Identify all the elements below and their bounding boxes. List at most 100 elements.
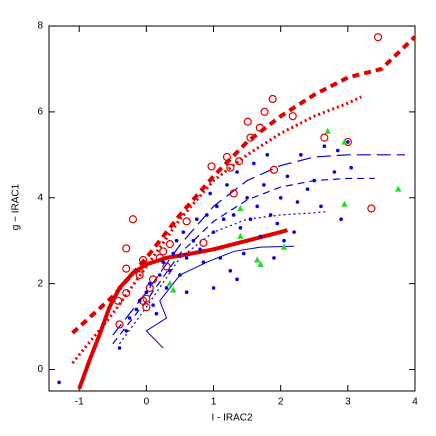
open-circle: [122, 244, 131, 253]
open-circle: [182, 217, 191, 226]
dot: [255, 204, 259, 209]
triangle: [257, 260, 264, 267]
triangle: [280, 243, 288, 250]
dot: [158, 273, 162, 277]
dot: [201, 260, 206, 264]
open-circle: [234, 157, 244, 166]
dot: [235, 277, 239, 282]
dot: [319, 204, 323, 209]
open-circle: [162, 262, 171, 271]
open-circle: [255, 123, 264, 132]
dot: [252, 161, 256, 166]
dot: [275, 221, 280, 226]
dot: [168, 268, 172, 273]
dot: [292, 230, 296, 234]
open-circle: [367, 204, 376, 213]
plot-frame: [48, 25, 416, 392]
dot: [205, 213, 209, 217]
open-circle: [159, 247, 168, 256]
dot: [184, 256, 189, 260]
dot: [221, 217, 226, 222]
dot: [184, 290, 189, 295]
dot: [174, 238, 179, 243]
dot: [295, 200, 300, 204]
dot: [262, 183, 266, 187]
x-tick-label: -1: [75, 397, 84, 408]
open-circle: [145, 283, 154, 293]
x-axis-label: I - IRAC2: [211, 413, 253, 424]
open-circle: [226, 163, 235, 172]
open-circle: [115, 320, 124, 329]
triangle: [253, 256, 261, 263]
dot: [231, 213, 236, 217]
dot: [258, 234, 263, 239]
open-circle: [246, 133, 255, 142]
open-circle: [288, 112, 297, 121]
dot: [211, 286, 216, 290]
curve: [77, 228, 289, 390]
triangle: [395, 185, 402, 192]
open-circle: [260, 107, 269, 116]
dot: [312, 178, 317, 183]
dot: [124, 329, 129, 333]
open-circle: [148, 275, 158, 284]
open-circle: [135, 270, 144, 280]
dot: [215, 204, 219, 209]
dot: [278, 195, 283, 200]
y-axis-label: g − IRAC1: [11, 183, 22, 230]
x-tick-label: 2: [278, 397, 284, 408]
curve: [119, 210, 328, 345]
dot: [198, 247, 202, 252]
dot: [305, 187, 310, 191]
curve: [71, 35, 415, 335]
dot: [181, 230, 186, 234]
open-circle: [128, 215, 138, 224]
open-circle: [373, 33, 383, 42]
open-circle: [243, 117, 252, 126]
triangle: [237, 232, 244, 239]
x-tick-label: 4: [412, 397, 418, 408]
triangle: [170, 286, 177, 293]
dot: [218, 256, 223, 260]
dot: [194, 217, 199, 222]
open-circle: [229, 189, 238, 198]
dot: [335, 148, 340, 153]
dot: [349, 165, 354, 170]
dot: [134, 307, 139, 312]
dot: [127, 316, 132, 320]
dot: [208, 191, 212, 196]
open-circle: [138, 255, 148, 265]
dot: [268, 213, 273, 217]
dot: [322, 144, 327, 149]
triangle: [237, 205, 244, 211]
triangle: [324, 127, 331, 134]
open-circle: [269, 165, 279, 174]
y-tick-label: 6: [37, 107, 43, 118]
x-tick-label: 3: [345, 397, 351, 408]
x-tick-label: 0: [144, 397, 150, 408]
dot: [151, 303, 155, 307]
dot: [164, 286, 169, 290]
dot: [211, 230, 216, 234]
y-tick-label: 2: [37, 278, 43, 289]
dot: [272, 256, 276, 260]
dot: [339, 217, 343, 222]
dot: [137, 299, 142, 303]
curve: [112, 177, 375, 345]
dot: [285, 174, 290, 179]
open-circle: [142, 303, 151, 312]
open-circle: [199, 238, 208, 247]
x-tick-label: 1: [211, 397, 217, 408]
open-circle: [114, 296, 123, 305]
dot: [191, 238, 196, 243]
dot: [299, 153, 303, 157]
dot: [245, 195, 249, 200]
dot: [178, 273, 182, 277]
open-circle: [222, 152, 232, 162]
open-circle: [155, 253, 164, 262]
triangle: [341, 200, 348, 207]
dot: [346, 140, 350, 144]
open-circle: [268, 94, 277, 104]
triangle: [341, 138, 348, 145]
dot: [57, 380, 61, 385]
